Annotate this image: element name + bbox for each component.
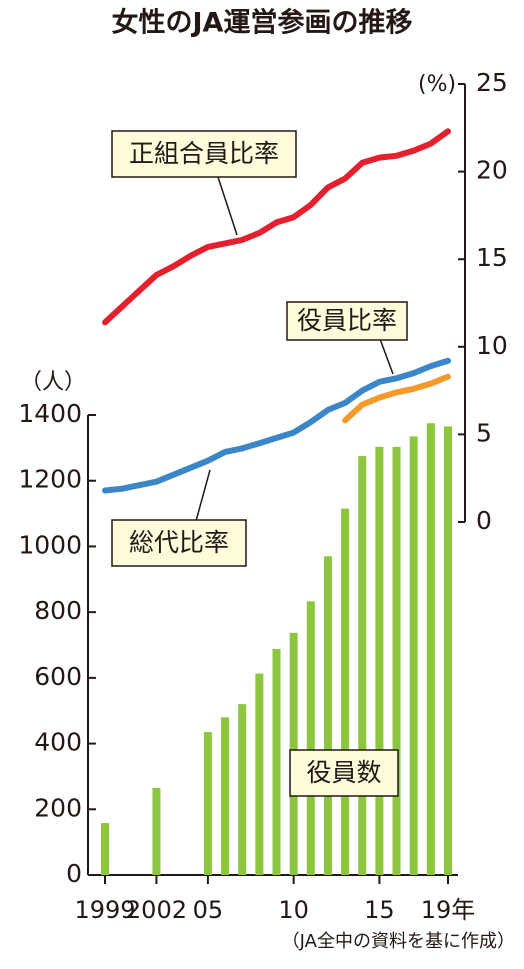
y2-tick-label: 0 <box>476 506 492 535</box>
y2-tick-label: 20 <box>476 156 508 185</box>
y-tick-label: 1000 <box>18 530 82 559</box>
callout-pointer <box>379 338 394 375</box>
x-tick-label: 19年 <box>421 896 476 924</box>
y-tick-label: 0 <box>66 859 82 888</box>
bar <box>323 556 332 875</box>
bar <box>238 704 247 875</box>
line-series <box>102 357 451 494</box>
chart-title: 女性のJA運営参画の推移 <box>112 7 413 39</box>
y-tick-label: 600 <box>34 662 82 691</box>
callout-pointer <box>195 469 211 522</box>
callout-pointer <box>217 176 238 236</box>
bar <box>306 601 315 875</box>
legend-label: 役員比率 <box>297 306 397 335</box>
y-tick-label: 1200 <box>18 465 82 494</box>
callout-box <box>111 519 247 567</box>
bar <box>444 426 452 875</box>
callout-box <box>111 130 297 178</box>
legend-label: 総代比率 <box>129 528 229 557</box>
bar <box>152 787 161 875</box>
callout-box <box>289 749 399 797</box>
y-tick-label: 800 <box>34 596 82 625</box>
legend-label: 正組合員比率 <box>129 139 279 168</box>
y2-tick-label: 10 <box>476 331 508 360</box>
bar <box>358 456 367 875</box>
source-note: （JA全中の資料を基に作成） <box>282 931 515 952</box>
x-tick-label: 2002 <box>126 896 187 924</box>
y-tick-label: 1400 <box>18 399 82 428</box>
y-axis-label: （人） <box>20 370 86 395</box>
bar <box>392 446 401 875</box>
callout-box <box>286 301 408 341</box>
bar <box>272 648 281 875</box>
bar <box>255 673 264 875</box>
y2-tick-label: 5 <box>476 418 492 447</box>
y-tick-label: 400 <box>34 728 82 757</box>
x-tick-label: 15 <box>364 896 395 924</box>
x-tick-label: 05 <box>193 896 224 924</box>
legend-label: 役員数 <box>306 758 381 787</box>
y2-axis-label: (%) <box>418 72 456 97</box>
line-series <box>342 373 451 424</box>
x-tick-label: 10 <box>278 896 309 924</box>
bar <box>203 732 212 875</box>
x-tick-label: 1999 <box>74 896 135 924</box>
bar <box>426 423 435 875</box>
bar <box>409 436 418 875</box>
bar <box>341 508 350 875</box>
bar <box>375 446 384 875</box>
line-series <box>102 128 451 326</box>
y-tick-label: 200 <box>34 793 82 822</box>
bar <box>101 823 109 875</box>
y2-tick-label: 25 <box>476 68 508 97</box>
bar <box>221 717 230 875</box>
y2-tick-label: 15 <box>476 243 508 272</box>
